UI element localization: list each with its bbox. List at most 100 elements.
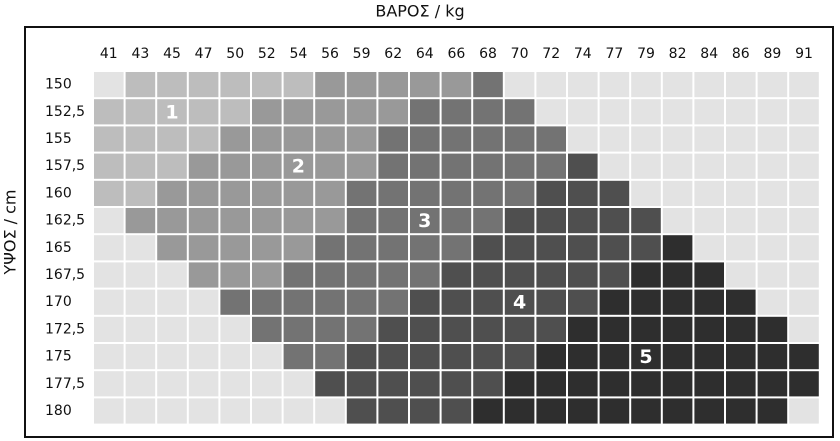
cell <box>631 289 661 315</box>
cell <box>631 371 661 397</box>
cell <box>157 72 187 98</box>
cell <box>662 99 693 125</box>
cell <box>378 235 408 261</box>
cell <box>599 99 630 125</box>
cell <box>283 208 314 234</box>
cell <box>726 289 756 315</box>
y-tick-label: 160 <box>45 185 72 201</box>
cell <box>694 344 724 370</box>
cell <box>568 289 598 315</box>
cell <box>315 235 345 261</box>
y-tick-label: 150 <box>45 77 72 93</box>
cell <box>473 126 503 152</box>
cell <box>473 153 503 179</box>
cell <box>315 262 345 288</box>
cell <box>220 398 250 424</box>
cell <box>631 153 661 179</box>
cell <box>220 316 250 342</box>
cell <box>757 289 788 315</box>
y-tick-label: 152,5 <box>45 104 85 120</box>
cell <box>757 180 788 206</box>
cell <box>504 262 535 288</box>
x-tick-label: 70 <box>511 46 529 62</box>
cell <box>694 126 724 152</box>
cell <box>94 262 124 288</box>
cell <box>789 208 819 234</box>
cell <box>536 235 566 261</box>
cell <box>378 316 408 342</box>
cell <box>441 344 472 370</box>
cell <box>631 180 661 206</box>
cell <box>157 235 187 261</box>
cell <box>473 180 503 206</box>
cell <box>157 371 187 397</box>
x-tick-label: 56 <box>321 46 339 62</box>
cell <box>599 235 630 261</box>
cell <box>441 208 472 234</box>
zone-label: 1 <box>165 101 178 123</box>
cell <box>568 398 598 424</box>
cell <box>568 344 598 370</box>
y-tick-label: 157,5 <box>45 158 85 174</box>
cell <box>315 344 345 370</box>
cell <box>252 262 282 288</box>
cell <box>599 398 630 424</box>
cell <box>125 153 156 179</box>
cell <box>504 99 535 125</box>
cell <box>157 289 187 315</box>
cell <box>726 235 756 261</box>
x-tick-label: 64 <box>416 46 434 62</box>
cell <box>94 316 124 342</box>
cell <box>441 235 472 261</box>
cell <box>188 344 219 370</box>
cell <box>726 398 756 424</box>
cell <box>188 72 219 98</box>
cell <box>283 235 314 261</box>
cell <box>789 180 819 206</box>
cell <box>252 180 282 206</box>
cell <box>473 344 503 370</box>
cell <box>252 99 282 125</box>
cell <box>94 398 124 424</box>
y-tick-label: 177,5 <box>45 376 85 392</box>
cell <box>536 208 566 234</box>
y-tick-label: 155 <box>45 131 72 147</box>
cell <box>378 371 408 397</box>
cell <box>504 344 535 370</box>
x-tick-label: 89 <box>763 46 781 62</box>
cell <box>473 72 503 98</box>
cell <box>410 398 440 424</box>
cell <box>252 344 282 370</box>
cell <box>410 180 440 206</box>
cell <box>789 344 819 370</box>
cell <box>599 126 630 152</box>
cell <box>694 180 724 206</box>
cell <box>441 99 472 125</box>
cell <box>125 126 156 152</box>
cell <box>662 72 693 98</box>
cell <box>441 180 472 206</box>
x-tick-label: 47 <box>195 46 213 62</box>
cell <box>536 371 566 397</box>
cell <box>694 99 724 125</box>
cell <box>188 126 219 152</box>
cell <box>789 235 819 261</box>
cell <box>568 208 598 234</box>
cell <box>599 153 630 179</box>
cell <box>283 371 314 397</box>
cell <box>315 72 345 98</box>
cell <box>757 316 788 342</box>
cell <box>188 153 219 179</box>
cell <box>504 180 535 206</box>
cell <box>220 153 250 179</box>
cell <box>346 180 377 206</box>
cell <box>504 126 535 152</box>
cell <box>283 180 314 206</box>
cell <box>789 371 819 397</box>
cell <box>599 371 630 397</box>
cell <box>188 398 219 424</box>
cell <box>410 316 440 342</box>
cell <box>378 398 408 424</box>
cell <box>789 289 819 315</box>
x-tick-label: 77 <box>605 46 623 62</box>
